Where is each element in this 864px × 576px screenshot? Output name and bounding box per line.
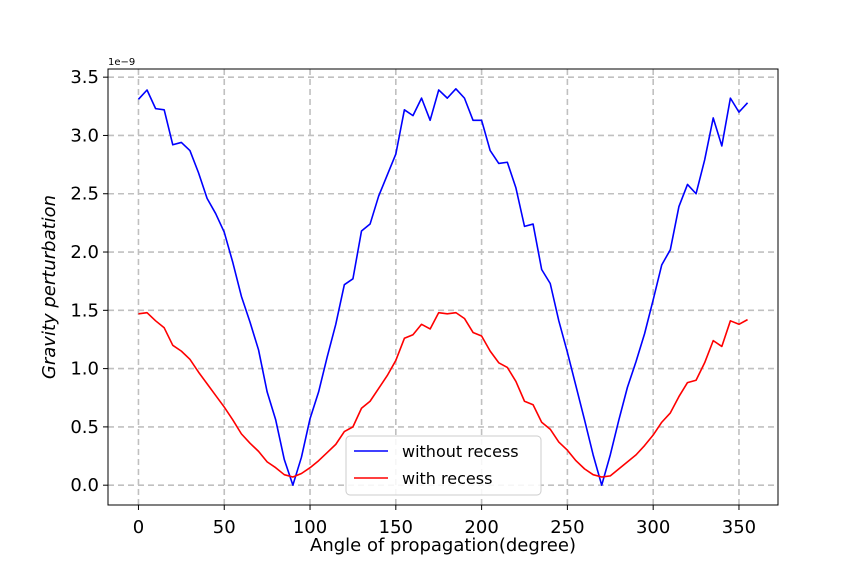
legend-box [345,435,542,496]
x-tick-label: 200 [464,517,498,538]
x-tick-label: 150 [379,517,413,538]
series-line-without-recess [137,88,749,486]
x-tick-label: 250 [550,517,584,538]
grid-lines [108,69,778,505]
y-tick-label: 1.5 [70,300,99,321]
y-tick-label: 0.0 [70,475,99,496]
x-tick-label: 300 [636,517,670,538]
x-tick-label: 100 [293,517,327,538]
y-axis-label: Gravity perturbation [39,195,60,379]
x-axis-ticks: 0 50 100 150 200 250 300 350 [133,505,756,538]
series-line-with-recess [138,311,748,478]
x-tick-label: 350 [722,517,756,538]
y-tick-label: 1.0 [70,359,99,380]
y-tick-label: 2.0 [70,242,99,263]
plot-area-frame [107,68,779,506]
x-axis-label: Angle of propagation(degree) [310,535,576,556]
y-tick-label: 3.0 [70,125,99,146]
y-axis-offset-label: 1e−9 [108,57,135,68]
y-tick-label: 3.5 [70,67,99,88]
legend-label-with-recess: with recess [402,469,492,488]
x-tick-label: 0 [133,517,144,538]
legend: without recess with recess [345,435,542,496]
legend-label-without-recess: without recess [402,442,519,461]
y-tick-label: 2.5 [70,184,99,205]
x-tick-label: 50 [213,517,236,538]
y-axis-ticks: 0.0 0.5 1.0 1.5 2.0 2.5 3.0 3.5 [70,67,108,496]
y-tick-label: 0.5 [70,417,99,438]
series-lines [137,88,749,486]
